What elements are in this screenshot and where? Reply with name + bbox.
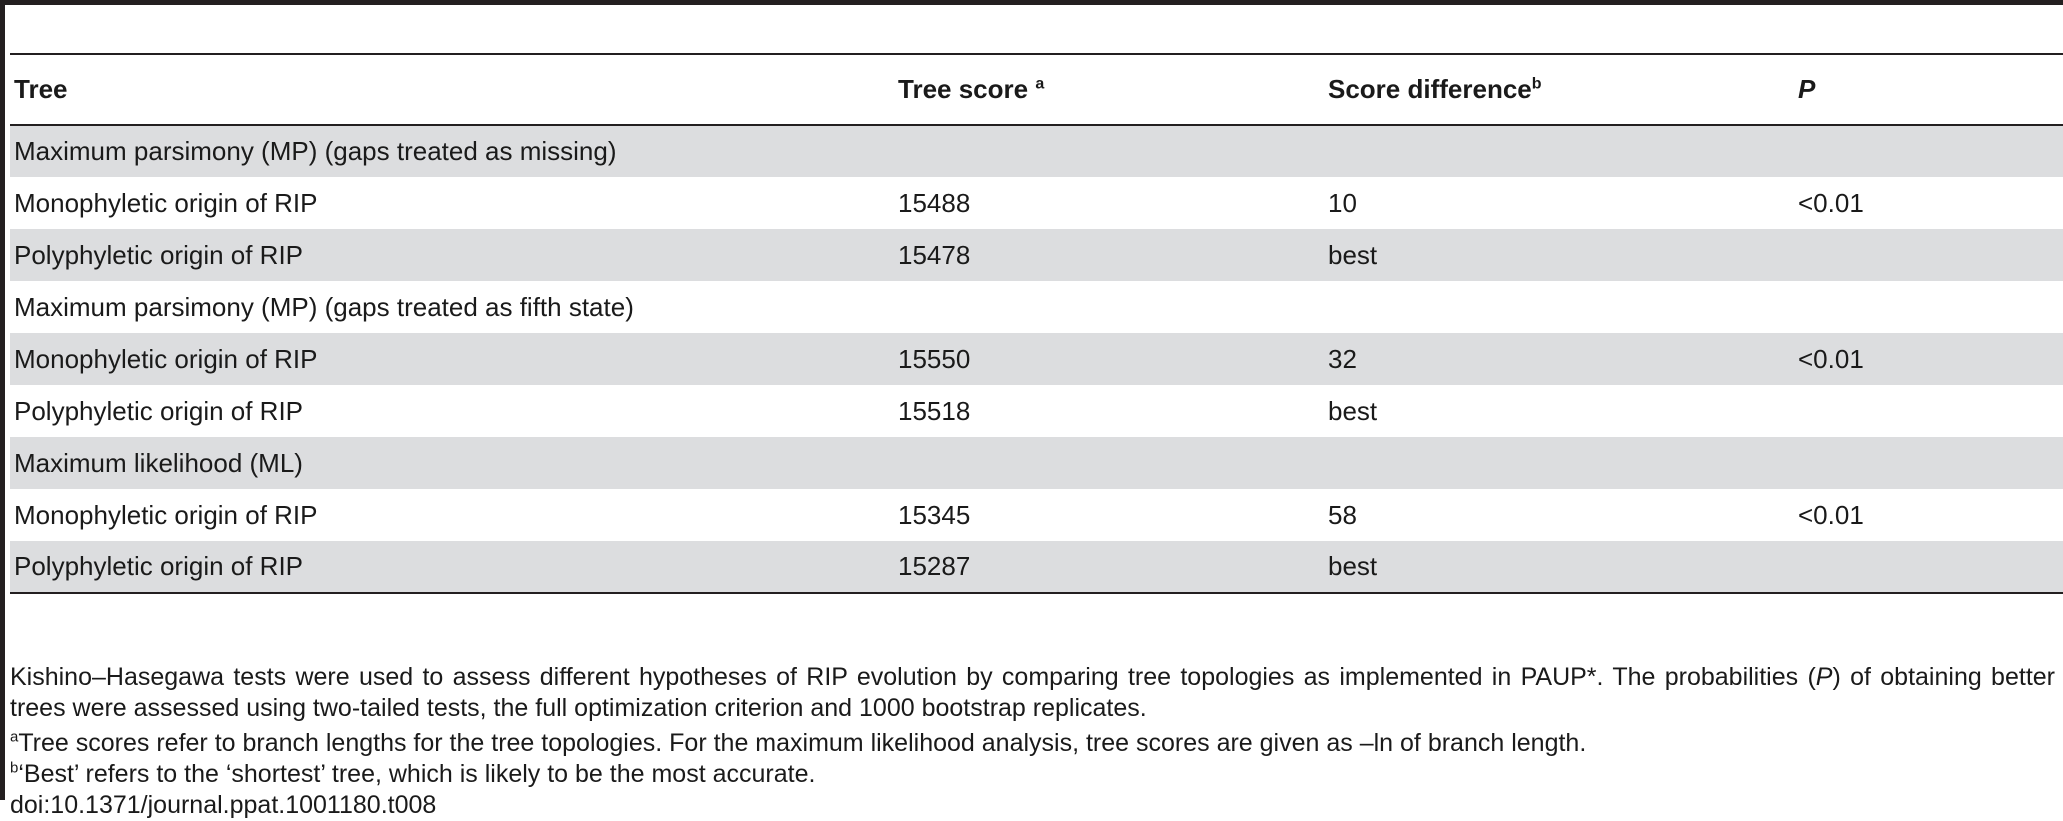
cell-p: [1794, 541, 2063, 594]
table-row: Monophyletic origin of RIP 15550 32 <0.0…: [10, 333, 2063, 385]
footnote-b: b‘Best’ refers to the ‘shortest’ tree, w…: [10, 759, 816, 788]
cell-score: 15478: [894, 229, 1324, 281]
results-table-container: Tree Tree score a Score differenceb P Ma…: [10, 53, 2063, 594]
table-row: Monophyletic origin of RIP 15345 58 <0.0…: [10, 489, 2063, 541]
cell-tree: Maximum likelihood (ML): [10, 437, 894, 489]
cell-score: 15345: [898, 499, 971, 530]
table-row: Monophyletic origin of RIP 15488 10 <0.0…: [10, 177, 2063, 229]
header-tree: Tree: [10, 53, 894, 126]
cell-tree: Polyphyletic origin of RIP: [10, 541, 894, 594]
cell-difference: [1324, 281, 1794, 333]
cell-difference: [1324, 437, 1794, 489]
cell-p: [1794, 385, 2063, 437]
cell-difference: 32: [1324, 333, 1794, 385]
cell-tree: Monophyletic origin of RIP: [14, 499, 318, 530]
table-row: Polyphyletic origin of RIP 15287 best: [10, 541, 2063, 594]
cell-tree: Monophyletic origin of RIP: [10, 333, 894, 385]
table-row: Polyphyletic origin of RIP 15478 best: [10, 229, 2063, 281]
cell-p: [1794, 281, 2063, 333]
cell-difference: 10: [1328, 187, 1357, 218]
cell-tree: Maximum parsimony (MP) (gaps treated as …: [14, 291, 634, 322]
cell-p: [1794, 437, 2063, 489]
table-row: Polyphyletic origin of RIP 15518 best: [10, 385, 2063, 437]
table-row: Maximum likelihood (ML): [10, 437, 2063, 489]
cell-tree: Monophyletic origin of RIP: [14, 187, 318, 218]
footnote-mark-a: a: [1035, 75, 1045, 93]
cell-tree: Polyphyletic origin of RIP: [10, 229, 894, 281]
table-row: Maximum parsimony (MP) (gaps treated as …: [10, 281, 2063, 333]
cell-p: <0.01: [1798, 187, 1864, 218]
cell-tree: Polyphyletic origin of RIP: [14, 395, 304, 426]
cell-score: [894, 437, 1324, 489]
header-score-difference: Score differenceb: [1324, 53, 1794, 126]
cell-p: <0.01: [1794, 333, 2063, 385]
cell-p: [1794, 125, 2063, 177]
results-table: Tree Tree score a Score differenceb P Ma…: [10, 53, 2063, 594]
cell-score: 15287: [894, 541, 1324, 594]
cell-difference: [1324, 125, 1794, 177]
table-notes: Kishino–Hasegawa tests were used to asse…: [10, 662, 2055, 821]
cell-p: [1794, 229, 2063, 281]
header-p-value: P: [1794, 53, 2063, 126]
cell-score: 15518: [898, 395, 971, 426]
doi-link[interactable]: doi:10.1371/journal.ppat.1001180.t008: [10, 791, 437, 819]
cell-score: 15488: [898, 187, 971, 218]
header-row: Tree Tree score a Score differenceb P: [10, 53, 2063, 126]
left-border: [0, 0, 5, 800]
cell-difference: best: [1324, 229, 1794, 281]
header-tree-score: Tree score a: [894, 53, 1324, 126]
footnote-mark-b: b: [1531, 75, 1542, 93]
cell-score: [894, 125, 1324, 177]
top-border: [0, 0, 2063, 5]
cell-difference: best: [1324, 541, 1794, 594]
cell-tree: Maximum parsimony (MP) (gaps treated as …: [10, 125, 894, 177]
cell-p: <0.01: [1798, 499, 1864, 530]
cell-score: [894, 281, 1324, 333]
cell-score: 15550: [894, 333, 1324, 385]
table-row: Maximum parsimony (MP) (gaps treated as …: [10, 125, 2063, 177]
footnote-a: aTree scores refer to branch lengths for…: [10, 728, 1587, 757]
cell-difference: 58: [1328, 499, 1357, 530]
cell-difference: best: [1328, 395, 1378, 426]
table-description: Kishino–Hasegawa tests were used to asse…: [10, 663, 2055, 722]
